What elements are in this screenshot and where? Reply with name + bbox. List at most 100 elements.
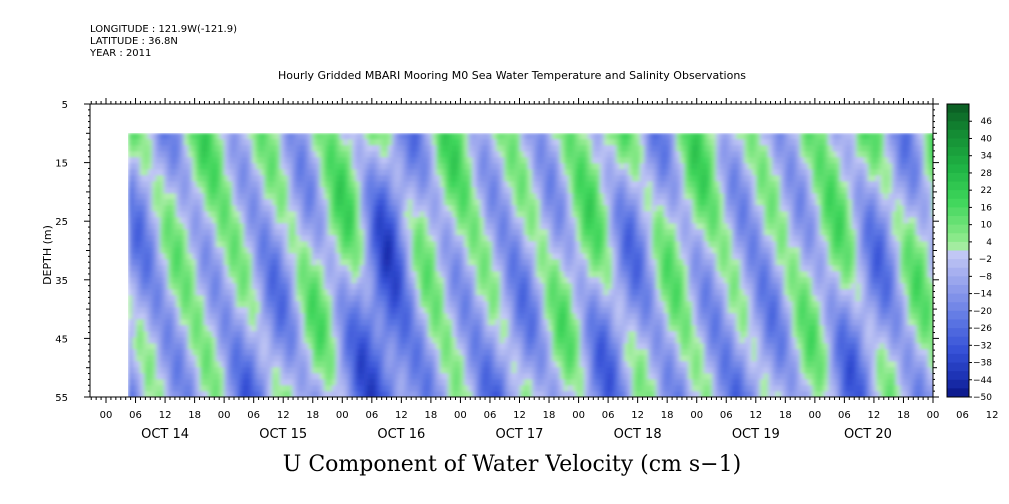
x-hour-label: 06 bbox=[247, 410, 260, 421]
colorbar-band bbox=[947, 138, 969, 148]
colorbar-band bbox=[947, 293, 969, 303]
x-hour-label: 00 bbox=[336, 410, 349, 421]
colorbar-band bbox=[947, 388, 969, 398]
x-hour-label: 18 bbox=[425, 410, 438, 421]
x-hour-label: 18 bbox=[306, 410, 319, 421]
colorbar-tick-label: −8 bbox=[979, 272, 993, 282]
y-axis-title: DEPTH (m) bbox=[41, 225, 54, 285]
x-day-label: OCT 17 bbox=[496, 427, 544, 442]
heatmap-field bbox=[128, 133, 933, 397]
x-hour-label: 06 bbox=[602, 410, 615, 421]
longitude-label: LONGITUDE : 121.9W(-121.9) bbox=[90, 24, 237, 35]
colorbar-band bbox=[947, 121, 969, 131]
x-hour-label: 12 bbox=[868, 410, 881, 421]
colorbar-band bbox=[947, 310, 969, 320]
x-hour-label: 00 bbox=[454, 410, 467, 421]
x-hour-label: 18 bbox=[661, 410, 674, 421]
x-hour-label: 12 bbox=[277, 410, 290, 421]
x-hour-label: 06 bbox=[720, 410, 733, 421]
x-hour-label: 18 bbox=[188, 410, 201, 421]
colorbar-band bbox=[947, 112, 969, 122]
x-hour-label: 00 bbox=[690, 410, 703, 421]
x-hour-label: 00 bbox=[572, 410, 585, 421]
y-tick-label: 15 bbox=[55, 159, 68, 170]
x-hour-label: 12 bbox=[749, 410, 762, 421]
x-hour-label: 12 bbox=[631, 410, 644, 421]
colorbar-band bbox=[947, 190, 969, 200]
x-hour-label: 12 bbox=[395, 410, 408, 421]
x-day-label: OCT 19 bbox=[732, 427, 780, 442]
colorbar-band bbox=[947, 129, 969, 139]
chart-title: Hourly Gridded MBARI Mooring M0 Sea Wate… bbox=[277, 69, 747, 82]
colorbar-tick-label: 34 bbox=[981, 152, 993, 162]
x-hour-label: 12 bbox=[513, 410, 526, 421]
x-hour-label: 00 bbox=[218, 410, 231, 421]
colorbar-band bbox=[947, 147, 969, 157]
x-hour-label: 06 bbox=[129, 410, 142, 421]
x-hour-label: 06 bbox=[956, 410, 969, 421]
colorbar-tick-label: 46 bbox=[981, 117, 993, 127]
x-hour-label: 06 bbox=[484, 410, 497, 421]
y-tick-label: 55 bbox=[55, 393, 68, 404]
x-day-label: OCT 20 bbox=[844, 427, 892, 442]
colorbar-band bbox=[947, 362, 969, 372]
x-hour-label: 18 bbox=[543, 410, 556, 421]
colorbar-tick-label: 22 bbox=[981, 186, 992, 196]
colorbar-band bbox=[947, 302, 969, 312]
colorbar-band bbox=[947, 336, 969, 346]
colorbar-band bbox=[947, 233, 969, 243]
x-hour-label: 00 bbox=[927, 410, 940, 421]
colorbar-band bbox=[947, 284, 969, 295]
colorbar-tick-label: 28 bbox=[981, 169, 993, 179]
colorbar-tick-label: −2 bbox=[979, 255, 992, 265]
colorbar-tick-label: −14 bbox=[973, 290, 992, 300]
colorbar-tick-label: 16 bbox=[981, 203, 993, 213]
y-tick-label: 35 bbox=[55, 276, 68, 287]
colorbar-band bbox=[947, 276, 969, 286]
colorbar-band bbox=[947, 353, 969, 364]
x-day-label: OCT 15 bbox=[259, 427, 307, 442]
colorbar-band bbox=[947, 216, 969, 226]
x-hour-label: 12 bbox=[159, 410, 172, 421]
colorbar-band bbox=[947, 172, 969, 183]
colorbar-band bbox=[947, 198, 969, 208]
colorbar-tick-label: 10 bbox=[981, 221, 993, 231]
colorbar-band bbox=[947, 259, 969, 269]
colorbar-band bbox=[947, 207, 969, 217]
colorbar-tick-label: −26 bbox=[973, 324, 992, 334]
colorbar-tick-label: 4 bbox=[986, 238, 992, 248]
colorbar-tick-label: 40 bbox=[981, 134, 993, 144]
colorbar-band bbox=[947, 224, 969, 234]
x-day-label: OCT 18 bbox=[614, 427, 662, 442]
y-tick-label: 45 bbox=[55, 334, 68, 345]
x-hour-label: 18 bbox=[897, 410, 910, 421]
colorbar-band bbox=[947, 104, 969, 114]
latitude-label: LATITUDE : 36.8N bbox=[90, 36, 178, 47]
colorbar-tick-label: −20 bbox=[973, 307, 992, 317]
x-hour-label: 00 bbox=[808, 410, 821, 421]
colorbar-band bbox=[947, 328, 969, 338]
colorbar-band bbox=[947, 181, 969, 191]
colorbar-tick-label: −32 bbox=[973, 341, 992, 351]
y-tick-label: 5 bbox=[62, 100, 68, 111]
colorbar-tick-label: −38 bbox=[973, 359, 992, 369]
x-hour-label: 12 bbox=[986, 410, 999, 421]
year-label: YEAR : 2011 bbox=[90, 48, 152, 59]
colorbar-band bbox=[947, 250, 969, 260]
colorbar-band bbox=[947, 371, 969, 381]
colorbar-band bbox=[947, 164, 969, 174]
x-day-label: OCT 14 bbox=[141, 427, 189, 442]
x-hour-label: 06 bbox=[838, 410, 851, 421]
x-axis-title: U Component of Water Velocity (cm s−1) bbox=[282, 452, 742, 477]
x-day-label: OCT 16 bbox=[377, 427, 425, 442]
colorbar-band bbox=[947, 267, 969, 277]
x-hour-label: 18 bbox=[779, 410, 792, 421]
colorbar-tick-label: −50 bbox=[973, 393, 992, 403]
x-hour-label: 00 bbox=[100, 410, 113, 421]
colorbar-band bbox=[947, 155, 969, 165]
colorbar-tick-label: −44 bbox=[973, 376, 992, 386]
colorbar-frame bbox=[946, 103, 970, 398]
y-tick-label: 25 bbox=[55, 217, 68, 228]
colorbar-band bbox=[947, 379, 969, 389]
